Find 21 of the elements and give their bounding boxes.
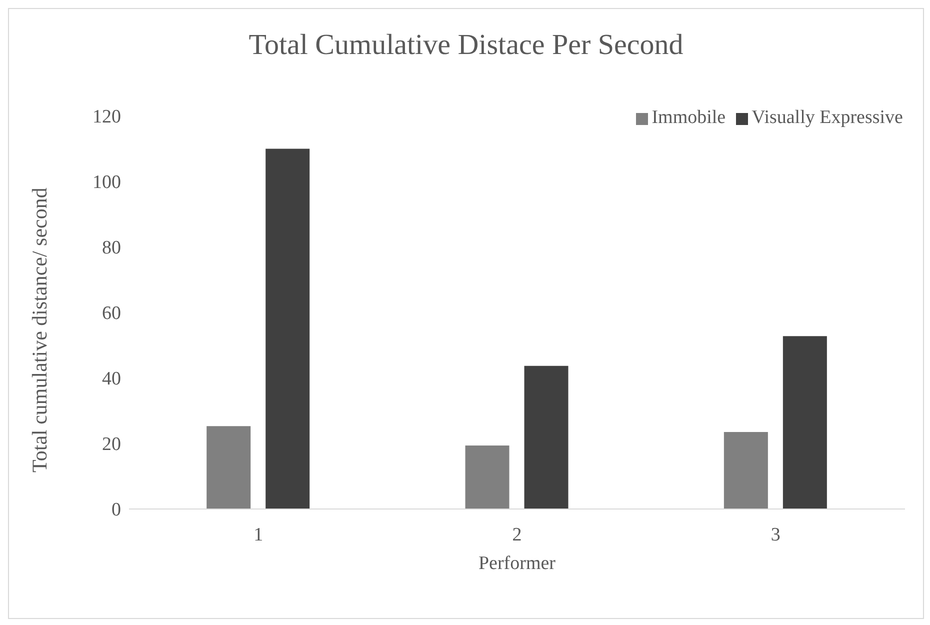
y-tick-label: 120 [92, 106, 121, 128]
y-axis-title: Total cumulative distance/ second [27, 187, 52, 472]
bar [206, 426, 251, 509]
bar [524, 366, 568, 509]
bar [782, 336, 827, 509]
y-tick-label: 0 [112, 500, 121, 521]
legend-label: Visually Expressive [752, 107, 903, 128]
x-tick-label: 2 [512, 524, 522, 546]
y-tick-label: 80 [102, 238, 121, 259]
x-axis-title: Performer [478, 553, 556, 574]
bar [724, 432, 768, 509]
x-tick-label: 3 [770, 524, 780, 546]
y-tick-label: 20 [102, 434, 121, 456]
x-tick-label: 1 [254, 524, 264, 546]
chart-title: Total Cumulative Distace Per Second [248, 29, 684, 62]
bar [465, 445, 510, 509]
legend-label: Immobile [652, 107, 726, 128]
bar [266, 148, 310, 509]
y-tick-label: 100 [92, 172, 121, 194]
y-tick-label: 60 [102, 303, 121, 324]
y-tick-label: 40 [102, 368, 121, 390]
